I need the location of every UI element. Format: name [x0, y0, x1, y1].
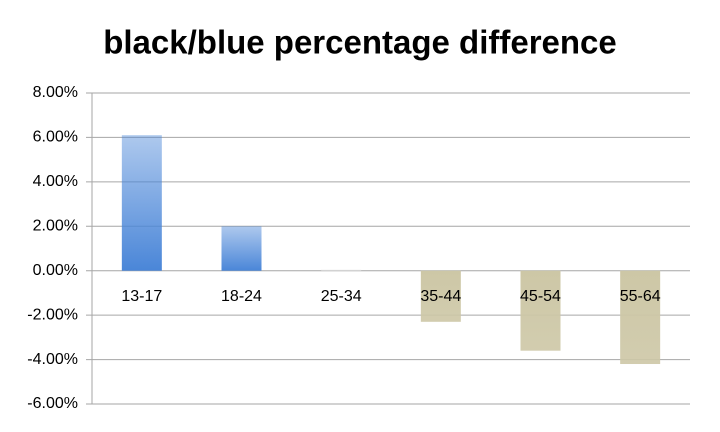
y-tick-label: 8.00% — [33, 84, 78, 101]
y-tick-label: 2.00% — [33, 218, 78, 235]
y-tick-label: -2.00% — [27, 306, 78, 323]
y-tick-label: 6.00% — [33, 129, 78, 146]
bar — [221, 226, 262, 271]
bar — [620, 270, 661, 365]
bar — [121, 135, 162, 271]
x-tick-label: 25-34 — [321, 288, 362, 305]
y-tick-label: -6.00% — [27, 395, 78, 412]
y-tick-label: -4.00% — [27, 351, 78, 368]
x-tick-label: 45-54 — [520, 288, 561, 305]
bar — [420, 270, 461, 322]
y-tick-label: 4.00% — [33, 173, 78, 190]
x-tick-label: 55-64 — [620, 288, 661, 305]
bar — [520, 270, 561, 351]
x-tick-label: 13-17 — [121, 288, 162, 305]
x-tick-label: 18-24 — [221, 288, 262, 305]
bar — [321, 269, 362, 271]
y-tick-label: 0.00% — [33, 262, 78, 279]
chart-title: black/blue percentage difference — [103, 24, 617, 61]
x-tick-label: 35-44 — [420, 288, 461, 305]
